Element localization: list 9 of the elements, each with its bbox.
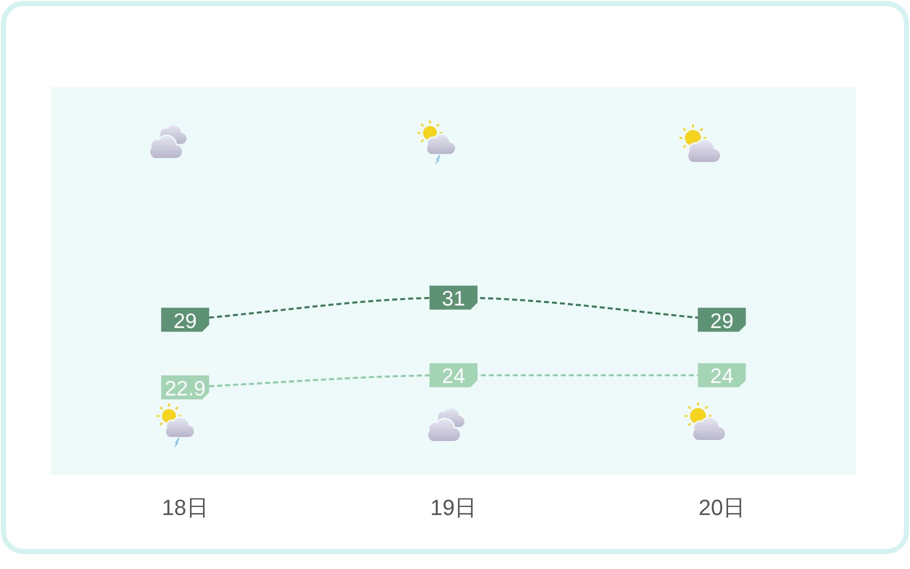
- data-label: 24: [442, 365, 466, 388]
- x-tick-label: 19日: [430, 495, 477, 520]
- x-tick-label: 18日: [162, 495, 208, 520]
- x-tick-label: 20日: [698, 495, 746, 520]
- data-label: 31: [442, 288, 466, 311]
- data-label: 29: [173, 310, 197, 333]
- data-label: 24: [710, 365, 734, 388]
- data-label: 22.9: [164, 377, 206, 400]
- data-label: 29: [710, 310, 734, 333]
